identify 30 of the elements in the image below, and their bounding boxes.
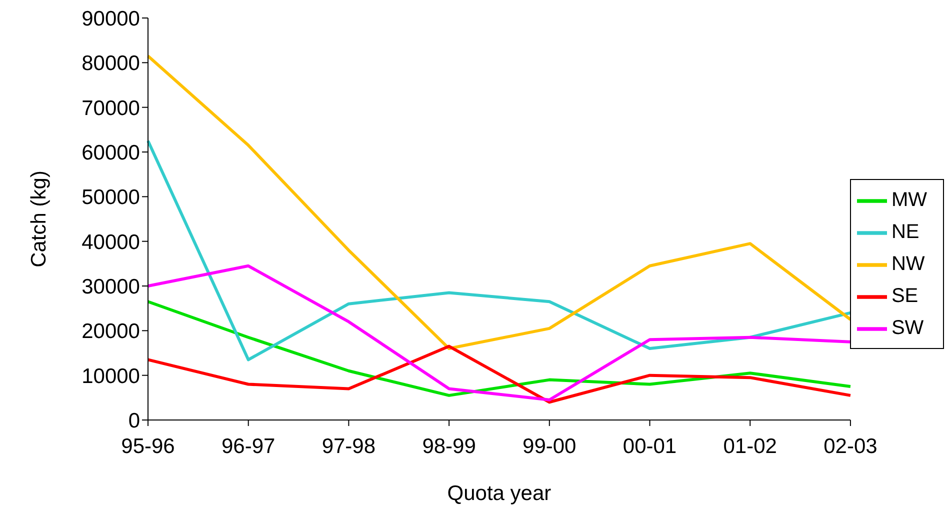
y-tick-label: 50000 [82,186,140,210]
x-tick-label: 02-03 [824,434,878,458]
y-axis-title: Catch (kg) [27,170,50,268]
legend-label: SW [891,317,924,339]
y-tick-label: 90000 [82,7,140,30]
line-series [146,344,852,404]
line-series [146,139,852,362]
x-tick-label: 95-96 [121,434,175,458]
y-tick-label: 70000 [82,96,140,120]
legend-label: MW [891,189,927,211]
legend-label: NW [891,253,925,275]
legend-label: NE [891,221,920,243]
x-tick-label: 98-99 [422,434,476,458]
x-tick-label: 99-00 [522,434,576,458]
x-axis-title: Quota year [447,482,552,505]
y-tick-label: 60000 [82,141,140,164]
y-tick-label: 10000 [82,364,140,388]
x-tick-label: 97-98 [322,434,376,458]
line-series [146,300,852,397]
y-tick-label: 0 [128,409,140,432]
y-tick-label: 40000 [82,230,140,254]
x-tick-label: 00-01 [622,434,677,458]
line-series [146,54,852,350]
y-tick-label: 80000 [82,52,140,76]
y-tick-label: 20000 [82,320,140,344]
x-tick-label: 01-02 [723,434,777,458]
x-tick-label: 96-97 [221,434,276,458]
legend-label: SE [891,285,918,307]
line-series [146,264,852,402]
y-tick-label: 30000 [82,275,140,298]
